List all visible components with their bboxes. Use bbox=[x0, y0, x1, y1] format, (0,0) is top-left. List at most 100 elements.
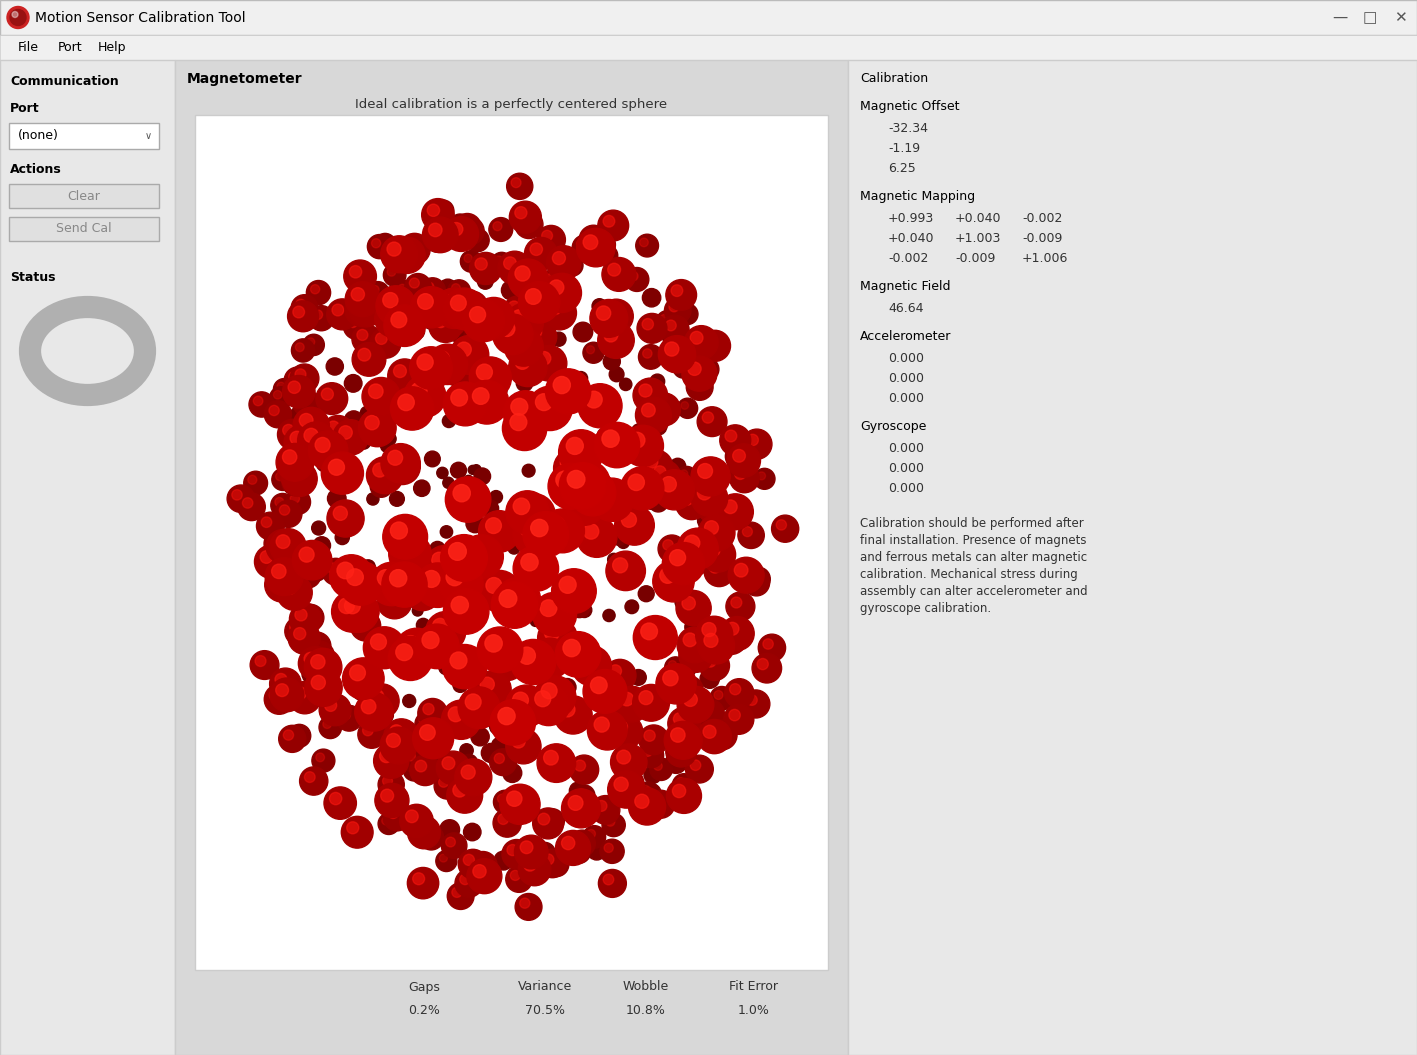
Circle shape bbox=[676, 487, 707, 520]
Circle shape bbox=[371, 728, 387, 744]
Circle shape bbox=[555, 472, 574, 488]
Circle shape bbox=[376, 784, 410, 818]
Circle shape bbox=[283, 730, 293, 741]
Circle shape bbox=[404, 238, 417, 251]
Circle shape bbox=[608, 553, 619, 565]
Circle shape bbox=[726, 430, 737, 442]
Circle shape bbox=[587, 346, 595, 353]
Circle shape bbox=[533, 592, 577, 636]
Circle shape bbox=[513, 498, 530, 515]
Circle shape bbox=[360, 303, 380, 322]
Circle shape bbox=[367, 457, 404, 494]
Circle shape bbox=[387, 268, 395, 276]
Circle shape bbox=[302, 609, 312, 619]
Circle shape bbox=[465, 694, 482, 710]
Circle shape bbox=[639, 743, 663, 768]
Circle shape bbox=[378, 771, 404, 798]
Circle shape bbox=[682, 493, 693, 505]
Circle shape bbox=[622, 425, 663, 466]
Circle shape bbox=[509, 504, 524, 520]
Circle shape bbox=[645, 787, 652, 794]
Text: Actions: Actions bbox=[10, 164, 62, 176]
Circle shape bbox=[332, 591, 373, 632]
Text: 46.64: 46.64 bbox=[888, 302, 924, 315]
Circle shape bbox=[295, 369, 306, 380]
Circle shape bbox=[639, 800, 646, 808]
Circle shape bbox=[415, 711, 441, 736]
Circle shape bbox=[264, 685, 295, 714]
Circle shape bbox=[419, 715, 429, 726]
Circle shape bbox=[662, 542, 704, 584]
Circle shape bbox=[359, 721, 385, 748]
Circle shape bbox=[374, 479, 383, 487]
Circle shape bbox=[754, 468, 775, 490]
Circle shape bbox=[690, 331, 703, 344]
Circle shape bbox=[626, 496, 643, 512]
Circle shape bbox=[560, 462, 606, 510]
Circle shape bbox=[604, 215, 615, 227]
FancyBboxPatch shape bbox=[0, 60, 176, 1055]
Circle shape bbox=[686, 755, 713, 783]
Circle shape bbox=[276, 684, 289, 696]
Circle shape bbox=[683, 633, 697, 647]
Circle shape bbox=[282, 376, 315, 408]
Text: 0.000: 0.000 bbox=[888, 352, 924, 365]
Circle shape bbox=[677, 529, 718, 570]
Circle shape bbox=[543, 619, 575, 653]
Circle shape bbox=[493, 809, 521, 838]
Circle shape bbox=[682, 551, 706, 574]
Circle shape bbox=[537, 744, 575, 783]
Circle shape bbox=[402, 446, 414, 459]
Circle shape bbox=[414, 822, 425, 835]
Circle shape bbox=[408, 812, 418, 821]
Circle shape bbox=[680, 469, 687, 478]
Circle shape bbox=[513, 304, 521, 312]
Circle shape bbox=[700, 362, 708, 370]
Circle shape bbox=[449, 654, 465, 669]
Circle shape bbox=[361, 595, 374, 607]
Text: Status: Status bbox=[10, 271, 55, 284]
Circle shape bbox=[404, 808, 428, 831]
Circle shape bbox=[762, 638, 774, 649]
Circle shape bbox=[699, 530, 716, 546]
Circle shape bbox=[707, 543, 720, 556]
Circle shape bbox=[427, 713, 441, 728]
Circle shape bbox=[724, 705, 754, 734]
Circle shape bbox=[466, 557, 482, 572]
Circle shape bbox=[673, 784, 686, 798]
Circle shape bbox=[669, 302, 679, 312]
Circle shape bbox=[489, 217, 513, 242]
Circle shape bbox=[371, 238, 381, 248]
Circle shape bbox=[631, 511, 642, 523]
Circle shape bbox=[676, 466, 697, 486]
Circle shape bbox=[313, 537, 330, 554]
Circle shape bbox=[388, 307, 421, 340]
Circle shape bbox=[472, 388, 489, 404]
Circle shape bbox=[402, 635, 419, 652]
Circle shape bbox=[354, 300, 367, 312]
Circle shape bbox=[429, 309, 462, 343]
Circle shape bbox=[551, 294, 561, 304]
Circle shape bbox=[582, 826, 605, 848]
Circle shape bbox=[359, 348, 371, 361]
Circle shape bbox=[674, 596, 687, 609]
Circle shape bbox=[340, 710, 350, 720]
Circle shape bbox=[439, 778, 449, 787]
Circle shape bbox=[383, 803, 411, 831]
Circle shape bbox=[339, 590, 364, 614]
Circle shape bbox=[462, 377, 480, 395]
Circle shape bbox=[449, 214, 470, 236]
Circle shape bbox=[376, 286, 417, 326]
Circle shape bbox=[408, 816, 441, 849]
Circle shape bbox=[422, 632, 439, 649]
Circle shape bbox=[520, 898, 530, 908]
Circle shape bbox=[395, 246, 419, 270]
Circle shape bbox=[344, 260, 377, 292]
Circle shape bbox=[747, 435, 758, 445]
Circle shape bbox=[381, 789, 394, 802]
Circle shape bbox=[452, 887, 462, 898]
Circle shape bbox=[390, 725, 402, 738]
Text: Magnetic Field: Magnetic Field bbox=[860, 280, 951, 293]
Circle shape bbox=[646, 790, 674, 819]
Circle shape bbox=[269, 668, 302, 699]
